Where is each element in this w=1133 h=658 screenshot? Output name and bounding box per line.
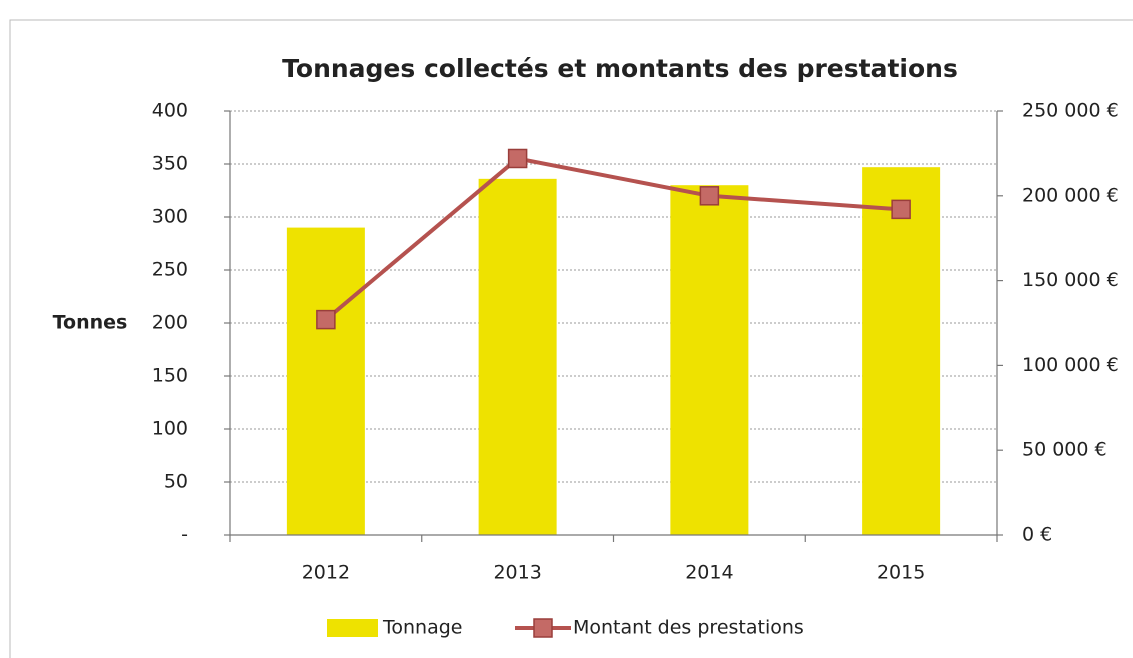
line-marker xyxy=(699,186,720,206)
bar xyxy=(478,178,557,535)
y-tick-label: 50 xyxy=(164,471,188,493)
x-tick-label: 2013 xyxy=(493,562,541,584)
y-tick-label: 350 xyxy=(152,153,188,175)
y-tick-label: 150 xyxy=(152,365,188,387)
y-axis-label: Tonnes xyxy=(53,312,128,334)
x-tick-label: 2012 xyxy=(302,562,350,584)
y2-tick-label: 50 000 € xyxy=(1022,439,1107,461)
legend-swatch xyxy=(327,619,378,637)
y-tick-label: 200 xyxy=(152,312,188,334)
line xyxy=(324,156,902,322)
chart-title: Tonnages collectés et montants des prest… xyxy=(282,54,958,83)
legend-label: Tonnage xyxy=(382,617,462,639)
x-tick-label: 2015 xyxy=(877,562,925,584)
line-marker xyxy=(891,199,911,220)
y-tick-label: 400 xyxy=(152,100,188,122)
y2-tick-label: 150 000 € xyxy=(1022,269,1119,291)
bar xyxy=(862,167,941,535)
y2-tick-label: 250 000 € xyxy=(1022,100,1119,122)
y-tick-label: 300 xyxy=(152,206,188,228)
legend-marker xyxy=(533,618,553,638)
line-marker xyxy=(507,148,528,169)
y-tick-label: 250 xyxy=(152,259,188,281)
y-tick-label: - xyxy=(181,524,188,546)
bar xyxy=(286,227,365,535)
chart-frame xyxy=(9,19,1133,658)
bar xyxy=(670,185,749,535)
y-tick-label: 100 xyxy=(152,418,188,440)
y2-tick-label: 0 € xyxy=(1022,524,1052,546)
legend-label: Montant des prestations xyxy=(573,617,804,639)
line-marker xyxy=(316,309,336,330)
x-tick-label: 2014 xyxy=(685,562,733,584)
y2-tick-label: 200 000 € xyxy=(1022,184,1119,206)
y2-tick-label: 100 000 € xyxy=(1022,354,1119,376)
